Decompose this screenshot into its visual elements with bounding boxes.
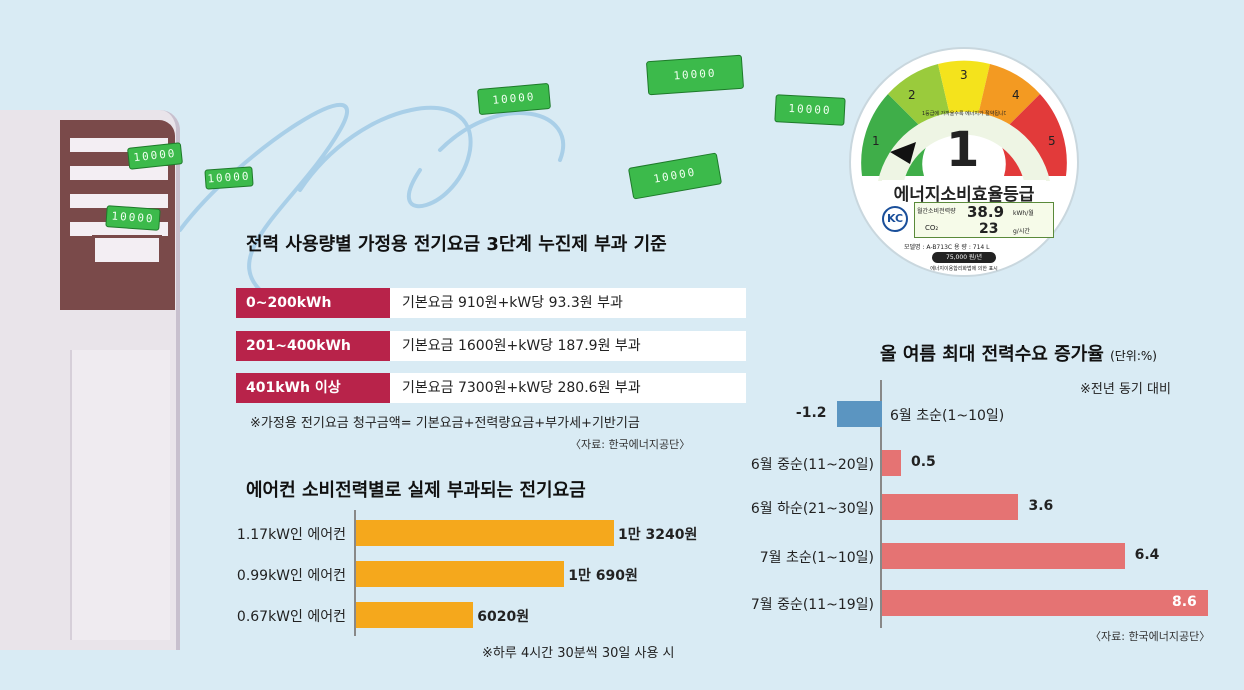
tier-desc-3: 기본요금 7300원+kW당 280.6원 부과 (390, 373, 746, 403)
demand-category-label: 7월 중순(11~19일) (750, 597, 874, 613)
demand-bar (882, 590, 1208, 616)
label-table: 월간소비전력량 38.9 kWh/월 CO₂ 23 g/시간 (914, 202, 1054, 238)
row2-label: CO₂ (925, 224, 939, 232)
grade-4: 4 (1012, 88, 1020, 102)
demand-category-label: 7월 초순(1~10일) (759, 550, 874, 566)
label-name: 에너지소비효율등급 (882, 180, 1046, 205)
arc-text: 1등급에 가까울수록 에너지가 절약됩니다. (922, 111, 1006, 117)
tier-desc-2: 기본요금 1600원+kW당 187.9원 부과 (390, 331, 746, 361)
tariff-title: 전력 사용량별 가정용 전기요금 3단계 누진제 부과 기준 (246, 234, 667, 255)
money-bill: 10000 (105, 205, 161, 231)
demand-category-label: 6월 초순(1~10일) (890, 408, 1005, 424)
ac-value-label: 1만 690원 (568, 568, 638, 584)
demand-category-label: 6월 중순(11~20일) (750, 457, 874, 473)
demand-value-label: 8.6 (1172, 594, 1197, 610)
tier-desc-1: 기본요금 910원+kW당 93.3원 부과 (390, 288, 746, 318)
demand-chart-axis (880, 380, 882, 628)
demand-bar (882, 543, 1125, 569)
grade-1: 1 (872, 134, 880, 148)
money-bill: 10000 (774, 94, 846, 126)
ac-category-label: 0.99kW인 에어컨 (236, 568, 346, 584)
grade-2: 2 (908, 88, 916, 102)
energy-efficiency-label: 1 2 3 4 5 1등급에 가까울수록 에너지가 절약됩니다. 1 에너지소비… (848, 46, 1080, 278)
air-conditioner-illustration (0, 110, 180, 650)
demand-value-label: 3.6 (1028, 498, 1054, 514)
label-footer: 에너지이용합리화법에 의한 표시 (930, 266, 998, 272)
kc-mark-icon: KC (882, 206, 908, 232)
ac-category-label: 0.67kW인 에어컨 (236, 609, 346, 625)
demand-bar (836, 401, 882, 427)
demand-category-label: 6월 하순(21~30일) (750, 501, 874, 517)
row1-value: 38.9 (967, 203, 1005, 221)
demand-source: 〈자료: 한국에너지공단〉 (1090, 630, 1211, 643)
demand-subnote: ※전년 동기 대비 (1080, 382, 1171, 397)
money-bill: 10000 (204, 166, 254, 190)
annual-cost: 75,000 원/년 (932, 252, 996, 263)
demand-unit: (단위:%) (1110, 349, 1157, 363)
row1-unit: kWh/월 (1013, 210, 1034, 217)
demand-value-label: 6.4 (1134, 547, 1160, 563)
ac-chart-title: 에어컨 소비전력별로 실제 부과되는 전기요금 (246, 480, 586, 501)
grade-3: 3 (960, 68, 968, 82)
demand-bar (882, 450, 901, 476)
demand-value-label: 0.5 (910, 454, 936, 470)
row1-label: 월간소비전력량 (917, 208, 956, 215)
tier-range-3: 401kWh 이상 (236, 373, 390, 403)
tariff-source: 〈자료: 한국에너지공단〉 (570, 438, 691, 451)
tier-range-2: 201~400kWh (236, 331, 390, 361)
ac-chart-axis (354, 510, 356, 636)
ac-value-label: 6020원 (477, 609, 530, 625)
demand-value-label: -1.2 (795, 405, 827, 421)
ac-value-label: 1만 3240원 (618, 527, 698, 543)
money-bill: 10000 (645, 54, 745, 96)
ac-bar (356, 520, 614, 546)
tier-range-1: 0~200kWh (236, 288, 390, 318)
demand-bar (882, 494, 1019, 520)
demand-chart-title: 올 여름 최대 전력수요 증가율 (단위:%) (880, 340, 1157, 366)
tariff-note: ※가정용 전기요금 청구금액= 기본요금+전력량요금+부가세+기반기금 (250, 416, 640, 431)
demand-title-text: 올 여름 최대 전력수요 증가율 (880, 344, 1104, 365)
row2-value: 23 (979, 221, 999, 237)
ac-category-label: 1.17kW인 에어컨 (236, 527, 346, 543)
ac-bar (356, 561, 565, 587)
ac-bar (356, 602, 474, 628)
row2-unit: g/시간 (1013, 228, 1030, 235)
ac-chart-note: ※하루 4시간 30분씩 30일 사용 시 (482, 646, 675, 661)
model-text: 모델명 : A-B713C 용 량 : 714 L (904, 244, 990, 251)
grade-5: 5 (1048, 134, 1056, 148)
big-grade: 1 (946, 122, 980, 178)
